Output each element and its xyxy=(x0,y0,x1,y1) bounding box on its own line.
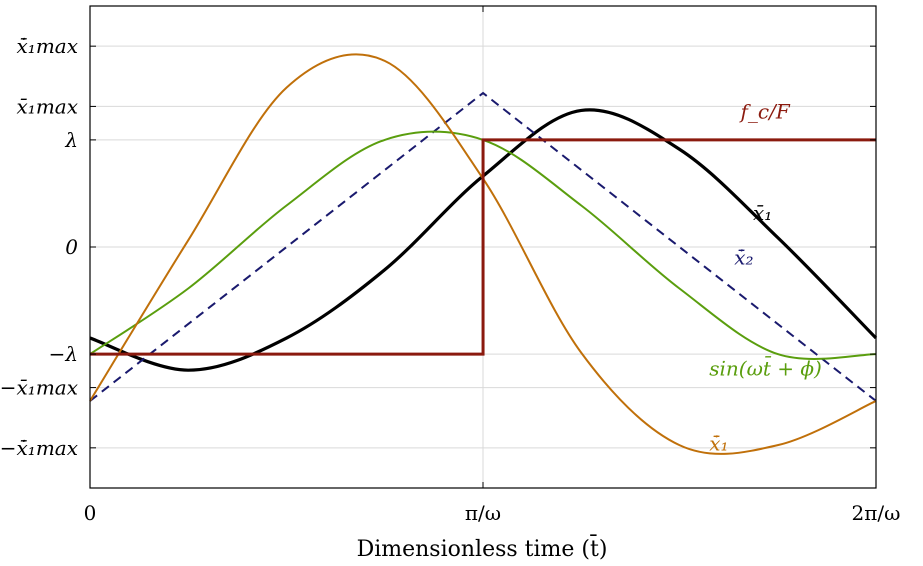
series-fc-over-f xyxy=(90,138,876,356)
y-tick-label: −x̄̇₁max xyxy=(0,436,78,460)
label-fc-over-f: f_c/F xyxy=(738,99,790,123)
x-tick-label: 0 xyxy=(84,501,97,525)
x-axis-label: Dimensionless time (t̄) xyxy=(357,534,608,562)
ticks: x̄̇₁max x̄₁max λ 0 −λ −x̄₁max −x̄̇₁max 0 π/ω 2π/ω xyxy=(0,6,900,525)
x-tick-label: π/ω xyxy=(465,501,501,525)
y-tick-label: x̄̇₁max xyxy=(17,34,78,58)
label-x1-dot: x̄̇₁ xyxy=(709,432,728,456)
y-tick-label: −λ xyxy=(49,342,78,366)
y-tick-label: −x̄₁max xyxy=(0,376,78,400)
series-group xyxy=(89,53,878,455)
annotations: f_c/F x̄₁ x̄̇₂ sin(ωt̄ + ϕ) x̄̇₁ xyxy=(709,99,822,455)
label-sin: sin(ωt̄ + ϕ) xyxy=(709,355,822,380)
x-tick-label: 2π/ω xyxy=(852,501,901,525)
series-x1-dot xyxy=(89,53,877,455)
y-tick-label: 0 xyxy=(65,235,78,259)
series-x2-dot xyxy=(89,91,877,402)
label-x1-bar: x̄₁ xyxy=(753,201,772,225)
y-tick-label: x̄₁max xyxy=(17,94,78,118)
label-x2-dot: x̄̇₂ xyxy=(734,245,753,269)
y-tick-label: λ xyxy=(64,128,78,152)
